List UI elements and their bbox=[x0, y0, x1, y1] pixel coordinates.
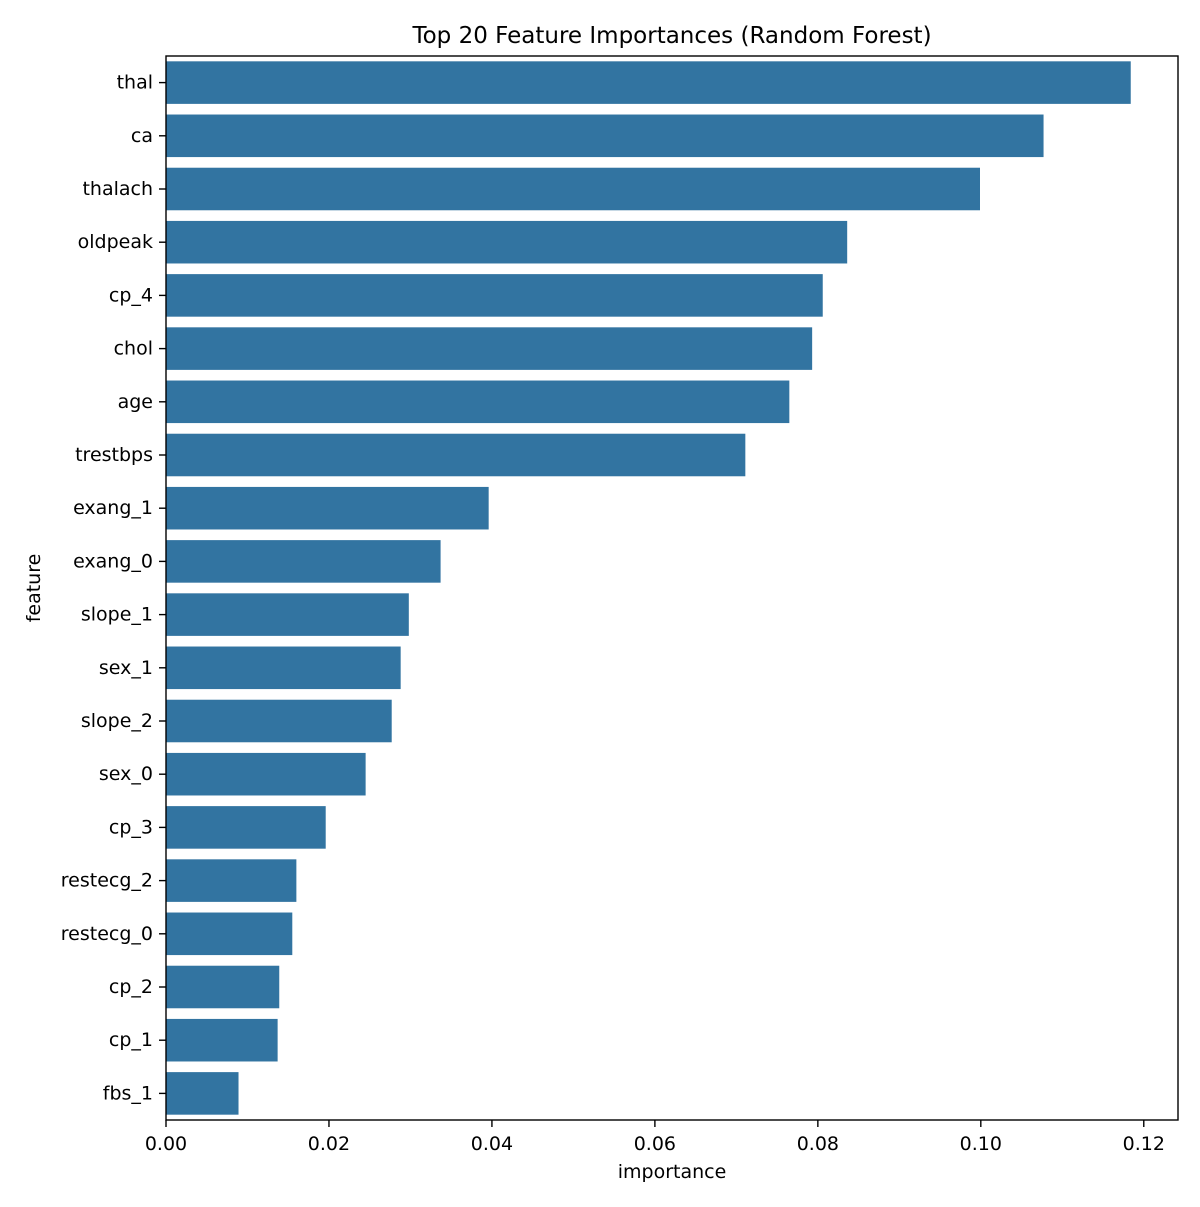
x-tick-label: 0.08 bbox=[797, 1133, 839, 1155]
bar-cp_3 bbox=[166, 806, 326, 849]
bar-restecg_2 bbox=[166, 859, 297, 902]
x-tick-label: 0.06 bbox=[634, 1133, 676, 1155]
y-tick-label: thalach bbox=[82, 178, 153, 200]
chart-title: Top 20 Feature Importances (Random Fores… bbox=[411, 23, 931, 49]
y-tick-label: thal bbox=[117, 72, 153, 94]
y-tick-label: chol bbox=[114, 338, 153, 360]
y-tick-label: slope_1 bbox=[81, 604, 153, 626]
y-axis-title: feature bbox=[23, 554, 45, 623]
y-tick-label: slope_2 bbox=[81, 710, 153, 732]
y-tick-label: exang_1 bbox=[73, 497, 153, 519]
bars-group bbox=[166, 61, 1131, 1115]
bar-cp_1 bbox=[166, 1018, 278, 1062]
y-tick-label: ca bbox=[131, 125, 153, 147]
bar-chol bbox=[166, 327, 813, 370]
y-tick-label: cp_3 bbox=[109, 816, 153, 838]
bar-slope_2 bbox=[166, 699, 392, 743]
bar-thal bbox=[166, 61, 1131, 104]
bar-oldpeak bbox=[166, 220, 848, 264]
x-tick-label: 0.12 bbox=[1123, 1133, 1165, 1155]
bar-age bbox=[166, 380, 790, 424]
bar-exang_1 bbox=[166, 486, 489, 530]
x-tick-label: 0.04 bbox=[471, 1133, 513, 1155]
y-tick-label: restecg_2 bbox=[61, 870, 153, 892]
bar-restecg_0 bbox=[166, 912, 293, 956]
y-tick-label: restecg_0 bbox=[61, 923, 153, 945]
y-tick-label: cp_4 bbox=[109, 284, 153, 306]
bar-ca bbox=[166, 114, 1044, 158]
bar-cp_4 bbox=[166, 274, 823, 317]
y-tick-label: age bbox=[118, 391, 153, 413]
y-tick-label: fbs_1 bbox=[103, 1082, 153, 1104]
bar-sex_1 bbox=[166, 646, 401, 690]
bar-fbs_1 bbox=[166, 1072, 239, 1115]
bar-sex_0 bbox=[166, 752, 366, 796]
bar-thalach bbox=[166, 167, 980, 211]
y-tick-label: cp_2 bbox=[109, 976, 153, 998]
bar-trestbps bbox=[166, 433, 746, 477]
x-ticks: 0.00 0.02 0.04 0.06 0.08 0.10 0.12 bbox=[145, 1120, 1165, 1155]
plot-frame bbox=[165, 55, 1179, 1121]
bar-exang_0 bbox=[166, 540, 441, 583]
x-tick-label: 0.00 bbox=[145, 1133, 187, 1155]
x-tick-label: 0.02 bbox=[308, 1133, 350, 1155]
y-tick-label: oldpeak bbox=[78, 231, 153, 253]
y-tick-label: trestbps bbox=[75, 444, 153, 466]
y-tick-label: cp_1 bbox=[109, 1029, 153, 1051]
y-tick-label: exang_0 bbox=[73, 550, 153, 572]
x-axis-title: importance bbox=[618, 1161, 727, 1183]
y-tick-label: sex_0 bbox=[99, 763, 153, 785]
bar-slope_1 bbox=[166, 593, 409, 636]
bar-cp_2 bbox=[166, 965, 280, 1009]
x-tick-label: 0.10 bbox=[960, 1133, 1002, 1155]
y-tick-label: sex_1 bbox=[99, 657, 153, 679]
